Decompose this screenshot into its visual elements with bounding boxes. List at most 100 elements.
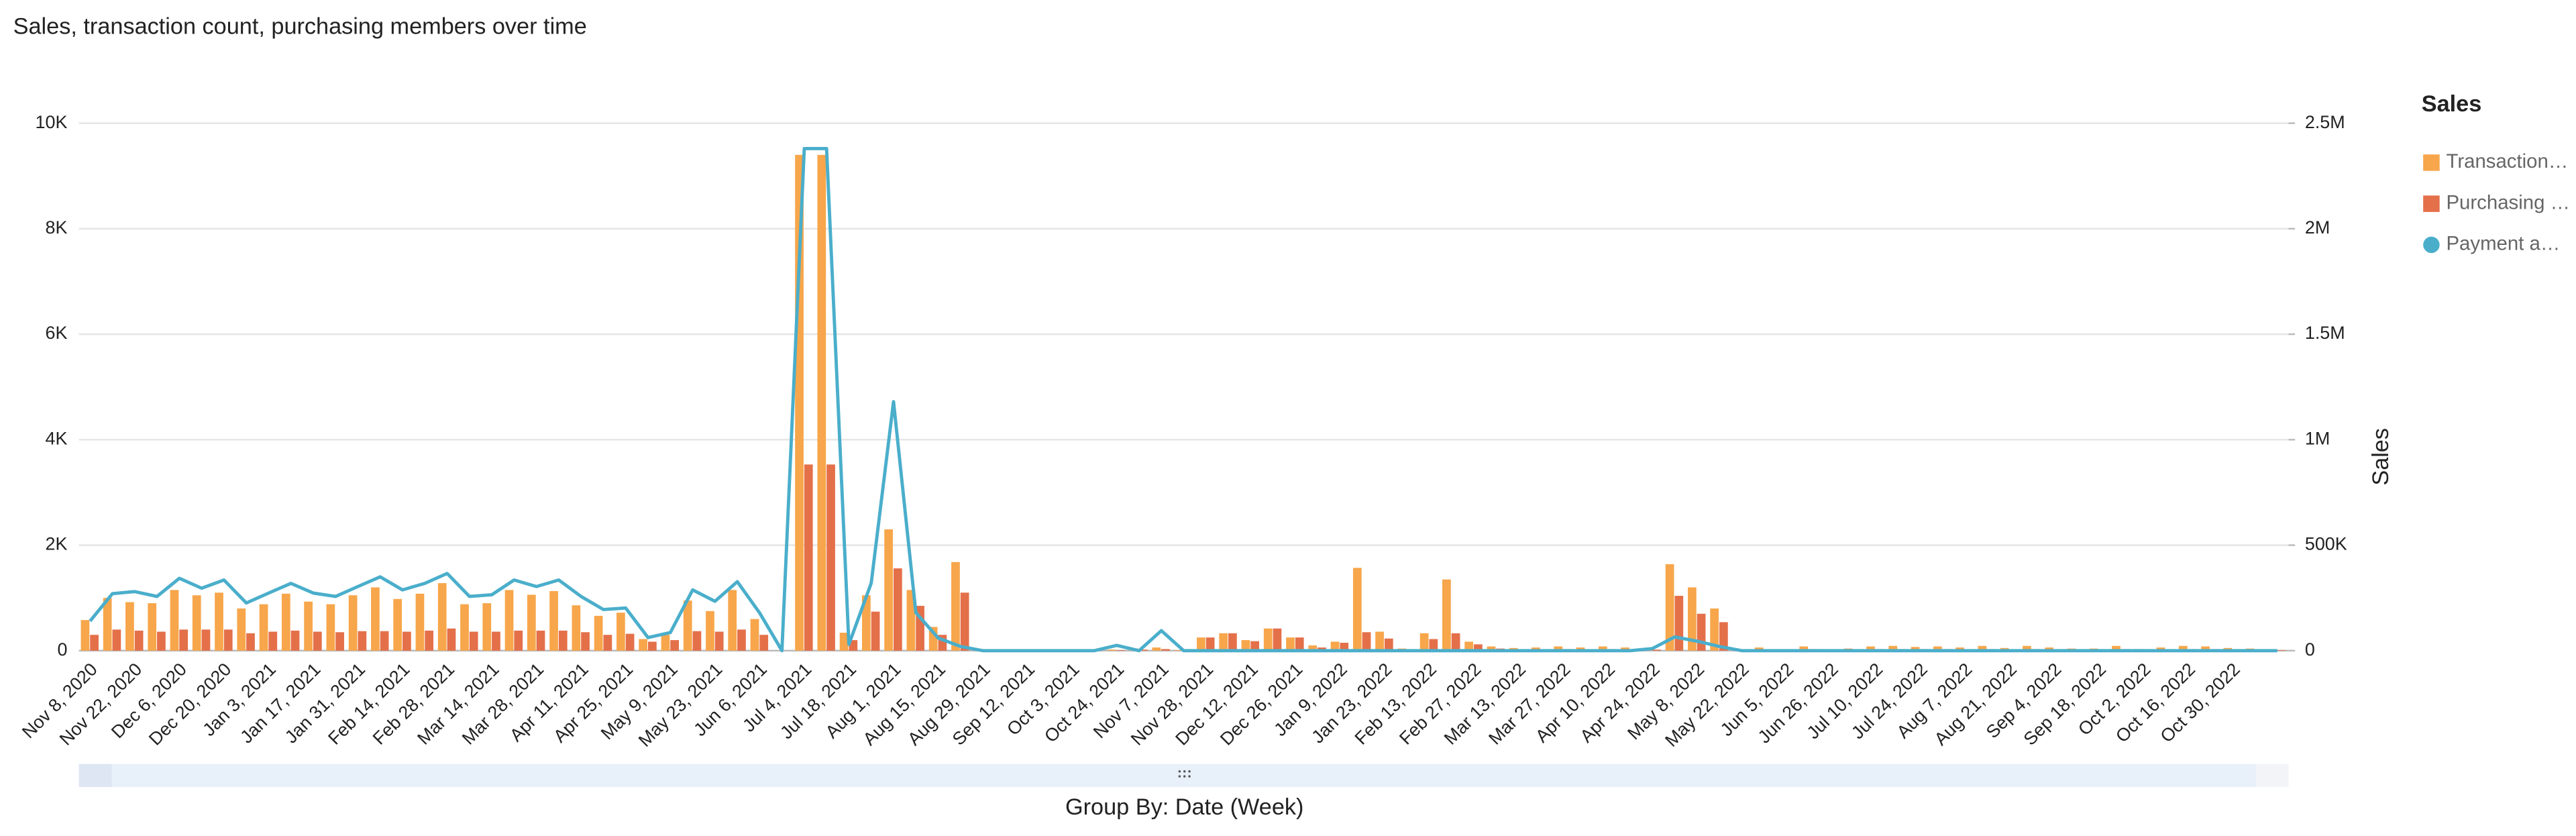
bar <box>804 464 813 651</box>
bar <box>447 628 456 651</box>
y2-axis-title: Sales <box>2368 428 2394 486</box>
y-tick-label: 6K <box>46 323 68 343</box>
bar <box>1933 646 1942 651</box>
bar <box>603 635 612 651</box>
bar <box>1429 639 1438 651</box>
scrollbar-handle[interactable] <box>78 764 112 788</box>
scrollbar-track[interactable] <box>78 764 2289 788</box>
y2-tick-label: 2.5M <box>2305 112 2345 132</box>
bar <box>1665 564 1674 651</box>
bar <box>371 587 380 651</box>
bar <box>728 590 737 651</box>
bar <box>1688 587 1697 651</box>
bar <box>670 640 680 651</box>
bar <box>1273 628 1282 651</box>
bar <box>594 615 603 651</box>
bar <box>1286 637 1295 651</box>
bar <box>1719 622 1728 651</box>
chart-title: Sales, transaction count, purchasing mem… <box>13 14 587 40</box>
bar <box>817 154 826 651</box>
bar <box>469 631 478 651</box>
bar <box>259 604 268 651</box>
bar <box>290 630 300 651</box>
bar <box>268 631 278 651</box>
bar <box>1978 645 1987 651</box>
y2-tick-label: 1.5M <box>2305 323 2345 343</box>
bar <box>1295 637 1304 651</box>
bar <box>380 631 389 651</box>
bar <box>1464 641 1474 651</box>
bar <box>246 633 255 651</box>
bar <box>112 629 121 651</box>
bar <box>1205 637 1215 651</box>
bar <box>1161 649 1170 651</box>
bar <box>201 629 211 651</box>
bar <box>2277 649 2286 651</box>
bar <box>223 629 233 651</box>
y-tick-label: 10K <box>36 112 68 132</box>
bar <box>304 601 313 651</box>
bar <box>237 608 246 651</box>
x-axis-title: Group By: Date (Week) <box>1065 794 1303 820</box>
bar <box>460 604 469 651</box>
scrollbar-grip <box>1178 770 1191 778</box>
bar <box>393 598 402 651</box>
bar <box>179 629 189 651</box>
line <box>89 146 2277 653</box>
bar <box>1487 646 1496 651</box>
bar <box>1697 613 1706 651</box>
bar <box>492 631 500 651</box>
bar <box>1228 633 1237 651</box>
bar <box>192 595 201 651</box>
bar <box>1474 644 1483 651</box>
bar <box>437 583 447 651</box>
bar <box>1263 628 1273 651</box>
scrollbar[interactable] <box>78 764 2289 788</box>
bar <box>1308 645 1318 651</box>
bar <box>759 635 769 651</box>
bar <box>1241 640 1250 651</box>
bar <box>683 600 692 651</box>
bar <box>549 590 558 651</box>
bar <box>616 613 625 651</box>
bar <box>648 641 657 651</box>
bar <box>826 464 835 651</box>
y-tick-label: 0 <box>57 639 67 660</box>
bar <box>1174 649 1183 651</box>
bar <box>750 619 759 651</box>
bar <box>661 635 670 651</box>
bar <box>2178 645 2188 651</box>
bar <box>103 598 112 651</box>
bar <box>1219 633 1228 651</box>
bar <box>335 632 344 651</box>
bar <box>134 630 144 651</box>
legend-swatch <box>2423 236 2440 254</box>
bar <box>1362 632 1371 651</box>
bar <box>125 602 134 651</box>
bar <box>884 529 894 651</box>
bar <box>1197 637 1205 651</box>
bar <box>581 632 590 651</box>
bar <box>737 629 746 651</box>
bar <box>861 595 871 651</box>
bar <box>1352 568 1362 651</box>
bar <box>281 593 290 651</box>
bar <box>2201 646 2210 651</box>
bar <box>1442 579 1451 651</box>
bar <box>558 630 568 651</box>
bar <box>1652 649 1661 651</box>
bar <box>148 603 157 651</box>
bar <box>1866 646 1875 651</box>
bar <box>1888 645 1898 651</box>
scrollbar-handle[interactable] <box>2255 764 2289 788</box>
bar <box>1674 596 1684 651</box>
bar <box>1340 642 1349 651</box>
bar <box>951 562 960 651</box>
bar <box>425 630 434 651</box>
y2-tick-label: 500K <box>2305 534 2347 554</box>
bar <box>906 590 916 651</box>
bar <box>313 631 322 651</box>
bar <box>482 603 492 651</box>
bar <box>1138 649 1148 651</box>
bar <box>1451 633 1460 651</box>
